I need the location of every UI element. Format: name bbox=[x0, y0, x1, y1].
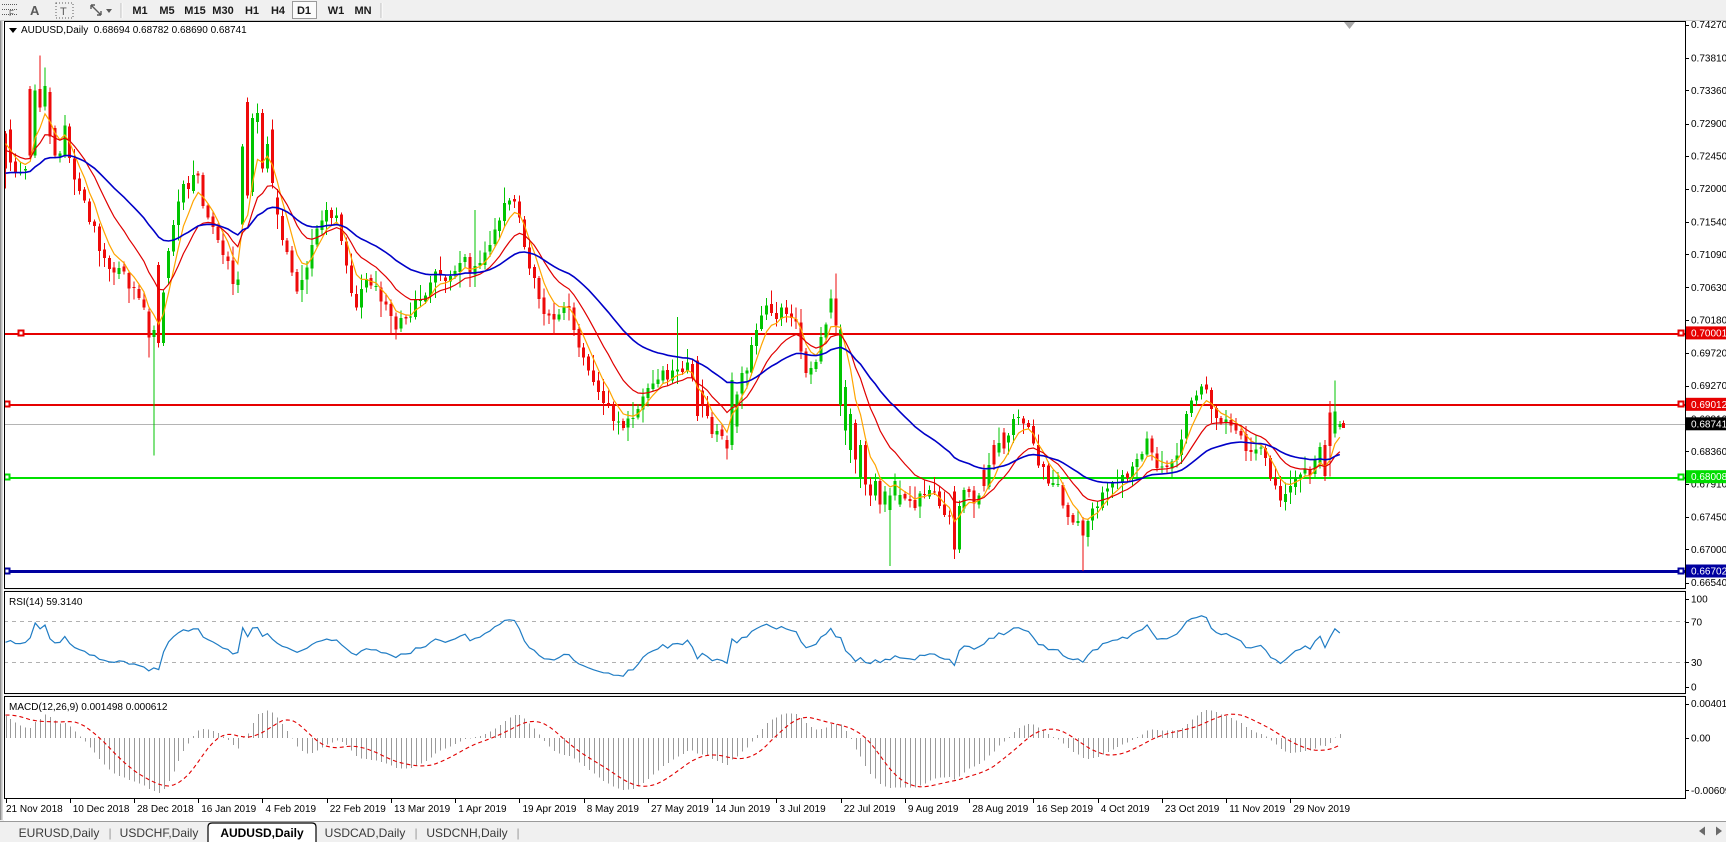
svg-text:USDCHF,Daily: USDCHF,Daily bbox=[120, 826, 199, 840]
svg-text:D1: D1 bbox=[297, 5, 311, 17]
svg-text:9 Aug 2019: 9 Aug 2019 bbox=[908, 804, 959, 815]
svg-text:16 Sep 2019: 16 Sep 2019 bbox=[1036, 804, 1093, 815]
svg-text:0.73810: 0.73810 bbox=[1691, 53, 1726, 64]
svg-text:A: A bbox=[30, 3, 40, 18]
svg-text:0.68008: 0.68008 bbox=[1691, 472, 1726, 483]
svg-text:0.69012: 0.69012 bbox=[1691, 400, 1726, 411]
svg-text:16 Jan 2019: 16 Jan 2019 bbox=[201, 804, 256, 815]
svg-text:28 Dec 2018: 28 Dec 2018 bbox=[137, 804, 194, 815]
svg-text:AUDUSD,Daily: AUDUSD,Daily bbox=[220, 826, 304, 840]
svg-text:3 Jul 2019: 3 Jul 2019 bbox=[780, 804, 827, 815]
svg-text:0.72450: 0.72450 bbox=[1691, 152, 1726, 163]
svg-text:0.68741: 0.68741 bbox=[1691, 419, 1726, 430]
svg-text:0.004017: 0.004017 bbox=[1691, 699, 1726, 710]
svg-text:23 Oct 2019: 23 Oct 2019 bbox=[1165, 804, 1220, 815]
svg-text:0.00: 0.00 bbox=[1691, 734, 1711, 745]
svg-text:|: | bbox=[516, 826, 519, 840]
svg-text:0.66540: 0.66540 bbox=[1691, 578, 1726, 589]
svg-text:|: | bbox=[108, 826, 111, 840]
svg-text:MN: MN bbox=[354, 5, 371, 17]
svg-text:0.67910: 0.67910 bbox=[1691, 479, 1726, 490]
svg-text:0.70001: 0.70001 bbox=[1691, 328, 1726, 339]
svg-text:0.69720: 0.69720 bbox=[1691, 349, 1726, 360]
svg-text:70: 70 bbox=[1691, 618, 1703, 629]
svg-text:0.72000: 0.72000 bbox=[1691, 184, 1726, 195]
svg-text:0.67000: 0.67000 bbox=[1691, 545, 1726, 556]
svg-text:4 Oct 2019: 4 Oct 2019 bbox=[1101, 804, 1150, 815]
svg-text:0.69270: 0.69270 bbox=[1691, 381, 1726, 392]
svg-text:M1: M1 bbox=[132, 5, 147, 17]
svg-text:H4: H4 bbox=[271, 5, 286, 17]
svg-text:-0.00609: -0.00609 bbox=[1691, 786, 1726, 797]
svg-text:M30: M30 bbox=[212, 5, 233, 17]
svg-text:29 Nov 2019: 29 Nov 2019 bbox=[1293, 804, 1350, 815]
svg-text:F: F bbox=[9, 9, 14, 18]
svg-text:30: 30 bbox=[1691, 658, 1703, 669]
svg-text:M5: M5 bbox=[159, 5, 174, 17]
svg-text:22 Jul 2019: 22 Jul 2019 bbox=[844, 804, 896, 815]
svg-text:0.68360: 0.68360 bbox=[1691, 447, 1726, 458]
svg-text:USDCNH,Daily: USDCNH,Daily bbox=[426, 826, 507, 840]
svg-text:0.74270: 0.74270 bbox=[1691, 20, 1726, 31]
svg-text:4 Feb 2019: 4 Feb 2019 bbox=[266, 804, 317, 815]
svg-text:11 Nov 2019: 11 Nov 2019 bbox=[1229, 804, 1285, 815]
svg-text:|: | bbox=[414, 826, 417, 840]
svg-text:22 Feb 2019: 22 Feb 2019 bbox=[330, 804, 387, 815]
svg-text:0.70180: 0.70180 bbox=[1691, 315, 1726, 326]
svg-text:0.66702: 0.66702 bbox=[1691, 567, 1726, 578]
svg-text:14 Jun 2019: 14 Jun 2019 bbox=[715, 804, 770, 815]
svg-text:28 Aug 2019: 28 Aug 2019 bbox=[972, 804, 1029, 815]
svg-text:100: 100 bbox=[1691, 595, 1708, 606]
svg-text:0.73360: 0.73360 bbox=[1691, 86, 1726, 97]
svg-text:M15: M15 bbox=[184, 5, 205, 17]
svg-text:10 Dec 2018: 10 Dec 2018 bbox=[73, 804, 130, 815]
svg-text:21 Nov 2018: 21 Nov 2018 bbox=[6, 804, 63, 815]
svg-text:RSI(14) 59.3140: RSI(14) 59.3140 bbox=[9, 597, 83, 608]
svg-text:0.71540: 0.71540 bbox=[1691, 217, 1726, 228]
svg-text:8 May 2019: 8 May 2019 bbox=[587, 804, 640, 815]
svg-text:T: T bbox=[60, 6, 67, 18]
svg-text:MACD(12,26,9) 0.001498 0.00061: MACD(12,26,9) 0.001498 0.000612 bbox=[9, 702, 168, 713]
svg-text:13 Mar 2019: 13 Mar 2019 bbox=[394, 804, 451, 815]
svg-text:0.72900: 0.72900 bbox=[1691, 119, 1726, 130]
svg-text:0.67450: 0.67450 bbox=[1691, 513, 1726, 524]
svg-text:0: 0 bbox=[1691, 683, 1697, 694]
svg-text:USDCAD,Daily: USDCAD,Daily bbox=[325, 826, 406, 840]
svg-text:0.71090: 0.71090 bbox=[1691, 250, 1726, 261]
svg-text:27 May 2019: 27 May 2019 bbox=[651, 804, 709, 815]
svg-text:0.70630: 0.70630 bbox=[1691, 283, 1726, 294]
svg-text:EURUSD,Daily: EURUSD,Daily bbox=[19, 826, 100, 840]
svg-text:H1: H1 bbox=[245, 5, 259, 17]
svg-text:AUDUSD,Daily 0.68694 0.68782: AUDUSD,Daily 0.68694 0.68782 0.68690 0.6… bbox=[21, 25, 247, 36]
svg-text:W1: W1 bbox=[328, 5, 345, 17]
svg-text:19 Apr 2019: 19 Apr 2019 bbox=[523, 804, 577, 815]
svg-text:1 Apr 2019: 1 Apr 2019 bbox=[458, 804, 507, 815]
